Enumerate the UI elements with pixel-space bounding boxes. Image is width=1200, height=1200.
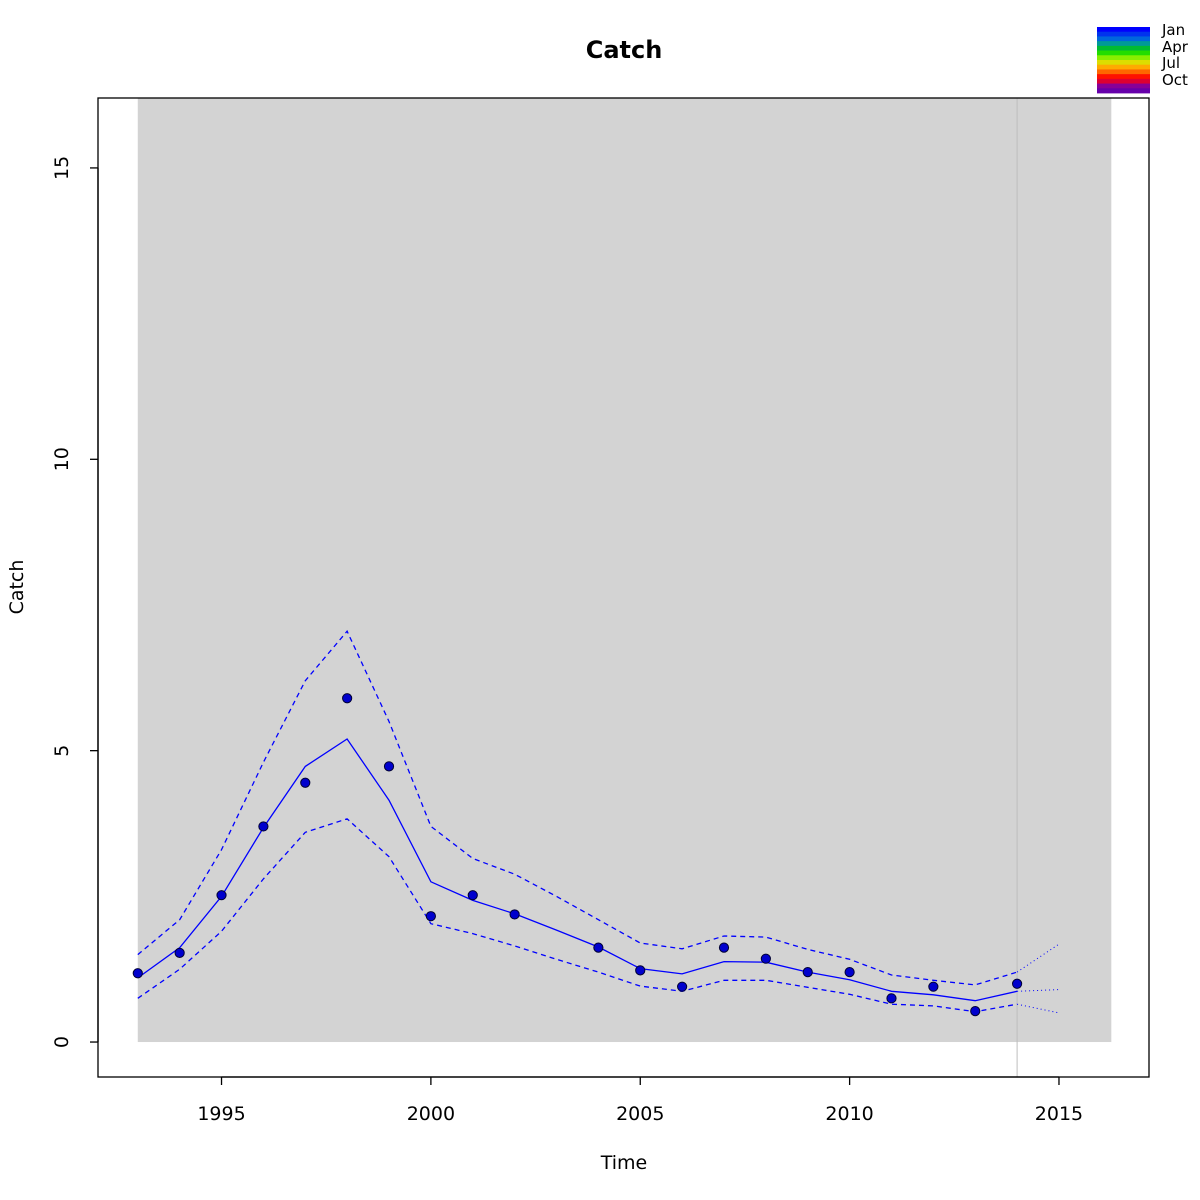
x-tick-label: 2000	[407, 1103, 455, 1125]
legend-color-swatch	[1097, 88, 1150, 94]
shaded-region-layer	[137, 98, 1112, 1043]
observed-point	[174, 947, 185, 958]
observed-point	[342, 693, 353, 704]
y-tick-label: 10	[51, 447, 73, 471]
observed-point	[509, 909, 520, 920]
legend-color-swatch	[1097, 64, 1150, 70]
observed-point	[970, 1006, 981, 1017]
legend-color-swatch	[1097, 31, 1150, 37]
observed-point	[383, 761, 395, 772]
x-tick-label: 1995	[197, 1103, 245, 1125]
forecast-upper-line	[1016, 943, 1060, 973]
observed-point	[802, 967, 813, 978]
legend-color-swatch	[1097, 83, 1150, 89]
observed-point	[425, 911, 436, 922]
legend-label: Jul	[1161, 54, 1180, 72]
forecast-mean-line	[1017, 989, 1060, 992]
chart-title: Catch	[586, 36, 663, 64]
legend-color-swatch	[1097, 27, 1150, 33]
observed-point	[1012, 978, 1023, 989]
observed-point	[258, 821, 269, 832]
x-tick-label: 2010	[825, 1103, 873, 1125]
y-axis-label: Catch	[6, 560, 28, 615]
y-tick-label: 5	[51, 745, 73, 757]
legend-color-swatch	[1097, 60, 1150, 66]
observed-point	[718, 942, 730, 953]
observed-point	[467, 890, 478, 901]
observed-points-layer	[132, 693, 1023, 1017]
shaded-region	[137, 98, 1112, 1043]
legend-color-swatch	[1097, 41, 1150, 47]
legend-label: Apr	[1162, 38, 1189, 56]
observed-point	[593, 942, 604, 953]
legend-color-swatch	[1097, 69, 1150, 75]
lower-bound-line	[137, 818, 1018, 1013]
observed-point	[635, 965, 646, 976]
observed-point	[300, 777, 311, 788]
y-axis: 0 5 10 15	[51, 156, 99, 1048]
fitted-line	[137, 738, 1018, 1002]
legend-color-swatch	[1097, 36, 1150, 42]
legend-color-swatch	[1097, 74, 1150, 80]
legend-color-swatch	[1097, 45, 1150, 51]
legend-label: Jan	[1161, 21, 1185, 39]
x-tick-label: 2005	[616, 1103, 664, 1125]
y-tick-label: 0	[51, 1036, 73, 1048]
x-tick-label: 2015	[1035, 1103, 1083, 1125]
series-layer	[137, 630, 1060, 1014]
observed-point	[216, 890, 227, 901]
observed-point	[886, 993, 897, 1004]
legend-color-swatch	[1097, 55, 1150, 61]
observed-point	[132, 968, 143, 979]
observed-point	[928, 981, 939, 992]
observed-point	[677, 981, 688, 992]
observed-point	[844, 967, 855, 978]
x-axis: 1995 2000 2005 2010 2015	[197, 1076, 1083, 1125]
legend-color-swatch	[1097, 78, 1150, 84]
legend-label: Oct	[1162, 71, 1188, 89]
observed-point	[760, 953, 771, 964]
x-axis-label: Time	[600, 1152, 648, 1174]
legend-color-swatch	[1097, 50, 1150, 56]
y-tick-label: 15	[51, 156, 73, 180]
